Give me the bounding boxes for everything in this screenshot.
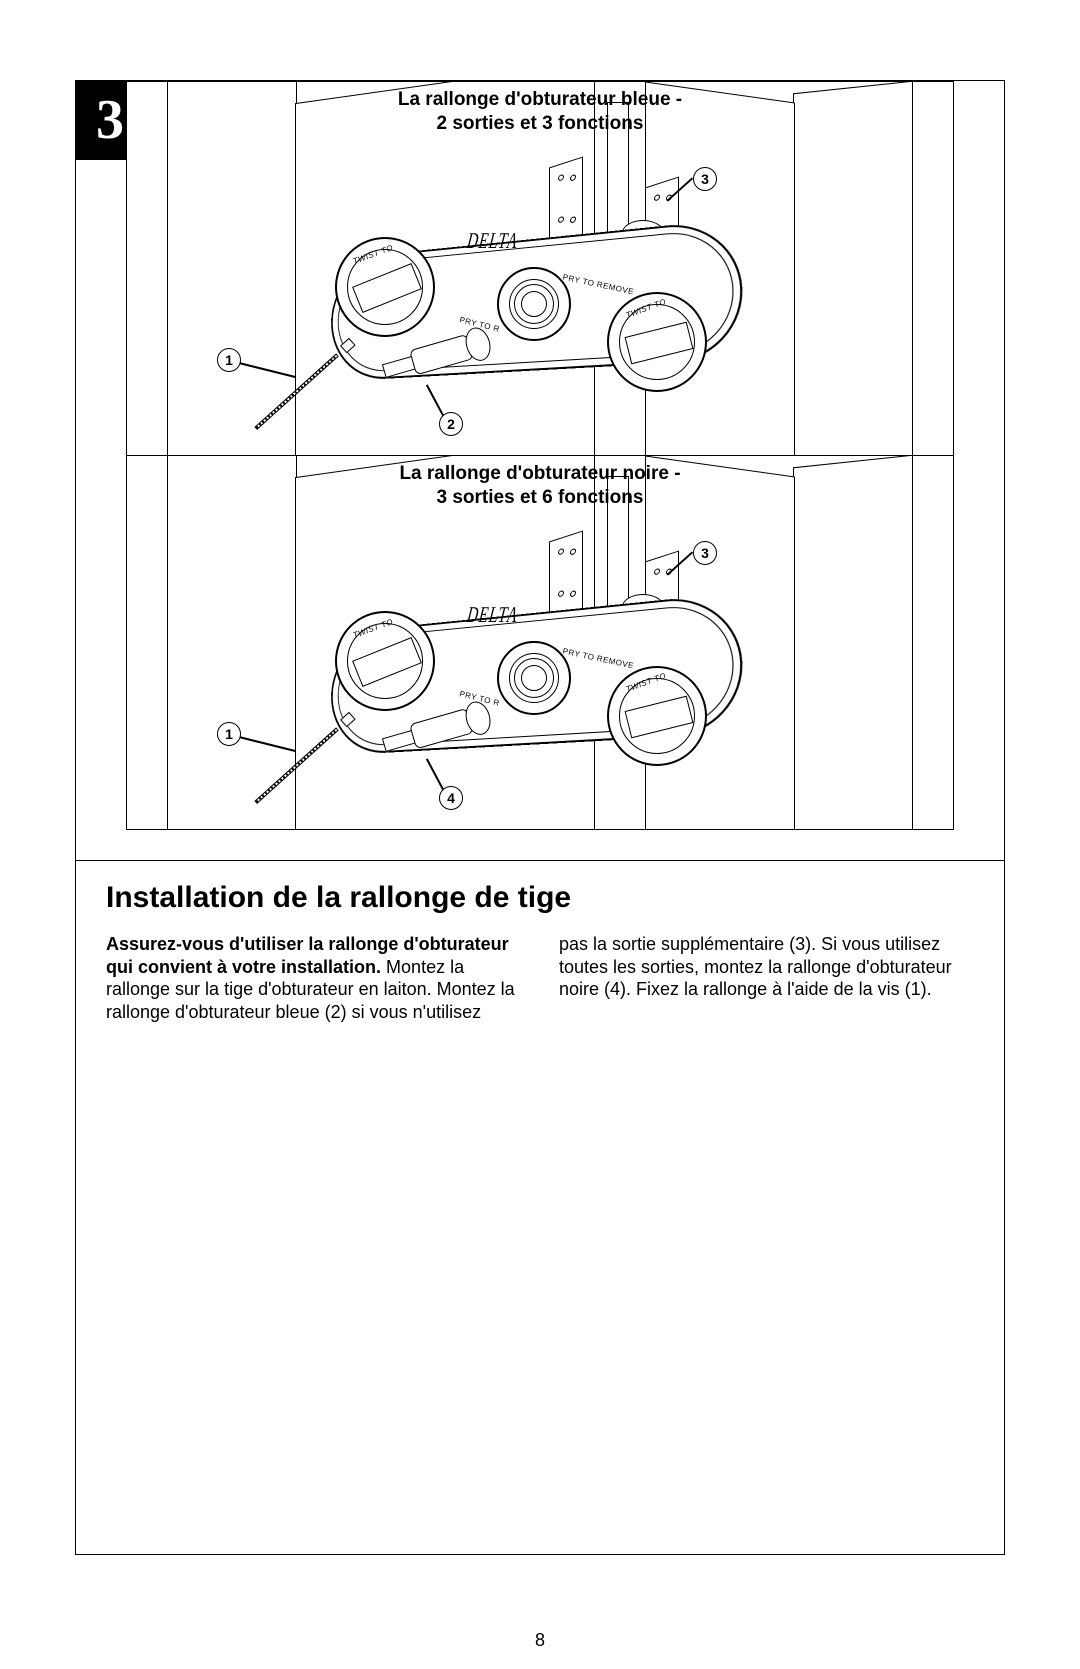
diagram-top-title-line2: 2 sorties et 3 fonctions [437, 113, 644, 134]
diagram-top-title-line1: La rallonge d'obturateur bleue - [398, 89, 682, 110]
diagram-bottom-title: La rallonge d'obturateur noire - 3 sorti… [127, 462, 953, 510]
wall-panel-right-b [793, 455, 913, 830]
wall-panel-right [793, 81, 913, 456]
valve-illustration-top: DELTA PRY TO REMOVE PRY TO R TWIST TO TW… [167, 142, 913, 445]
callout-3-bottom: 3 [693, 541, 717, 565]
valve-illustration-bottom: DELTA PRY TO REMOVE PRY TO R TWIST TO TW… [167, 516, 913, 819]
wall-panel-left-b [167, 455, 297, 830]
page-number: 8 [0, 1630, 1080, 1651]
diagram-top: La rallonge d'obturateur bleue - 2 sorti… [126, 81, 954, 456]
body-text: Assurez-vous d'utiliser la rallonge d'ob… [106, 933, 974, 1023]
diagram-top-title: La rallonge d'obturateur bleue - 2 sorti… [127, 88, 953, 136]
callout-1-top: 1 [217, 348, 241, 372]
brand-text-bottom: DELTA [464, 604, 522, 630]
page-frame: 3 La rallonge d'obturateur bleue - 2 sor… [75, 80, 1005, 1555]
diagram-bottom: La rallonge d'obturateur noire - 3 sorti… [126, 455, 954, 830]
step-number: 3 [96, 88, 124, 152]
gear-icon [514, 284, 554, 324]
callout-3-top: 3 [693, 167, 717, 191]
brand-text-top: DELTA [464, 230, 522, 256]
callout-2-top: 2 [439, 412, 463, 436]
section-title: Installation de la rallonge de tige [106, 881, 974, 915]
callout-4-bottom: 4 [439, 786, 463, 810]
diagrams-container: La rallonge d'obturateur bleue - 2 sorti… [76, 81, 1004, 830]
diagram-bottom-title-line2: 3 sorties et 6 fonctions [437, 487, 644, 508]
diagram-bottom-title-line1: La rallonge d'obturateur noire - [399, 463, 680, 484]
wall-panel-left [167, 81, 297, 456]
body-column-1: Assurez-vous d'utiliser la rallonge d'ob… [106, 933, 521, 1023]
section-divider [75, 860, 1005, 861]
callout-1-bottom: 1 [217, 722, 241, 746]
body-column-2: pas la sortie supplémentaire (3). Si vou… [559, 933, 974, 1023]
gear-icon-b [514, 658, 554, 698]
